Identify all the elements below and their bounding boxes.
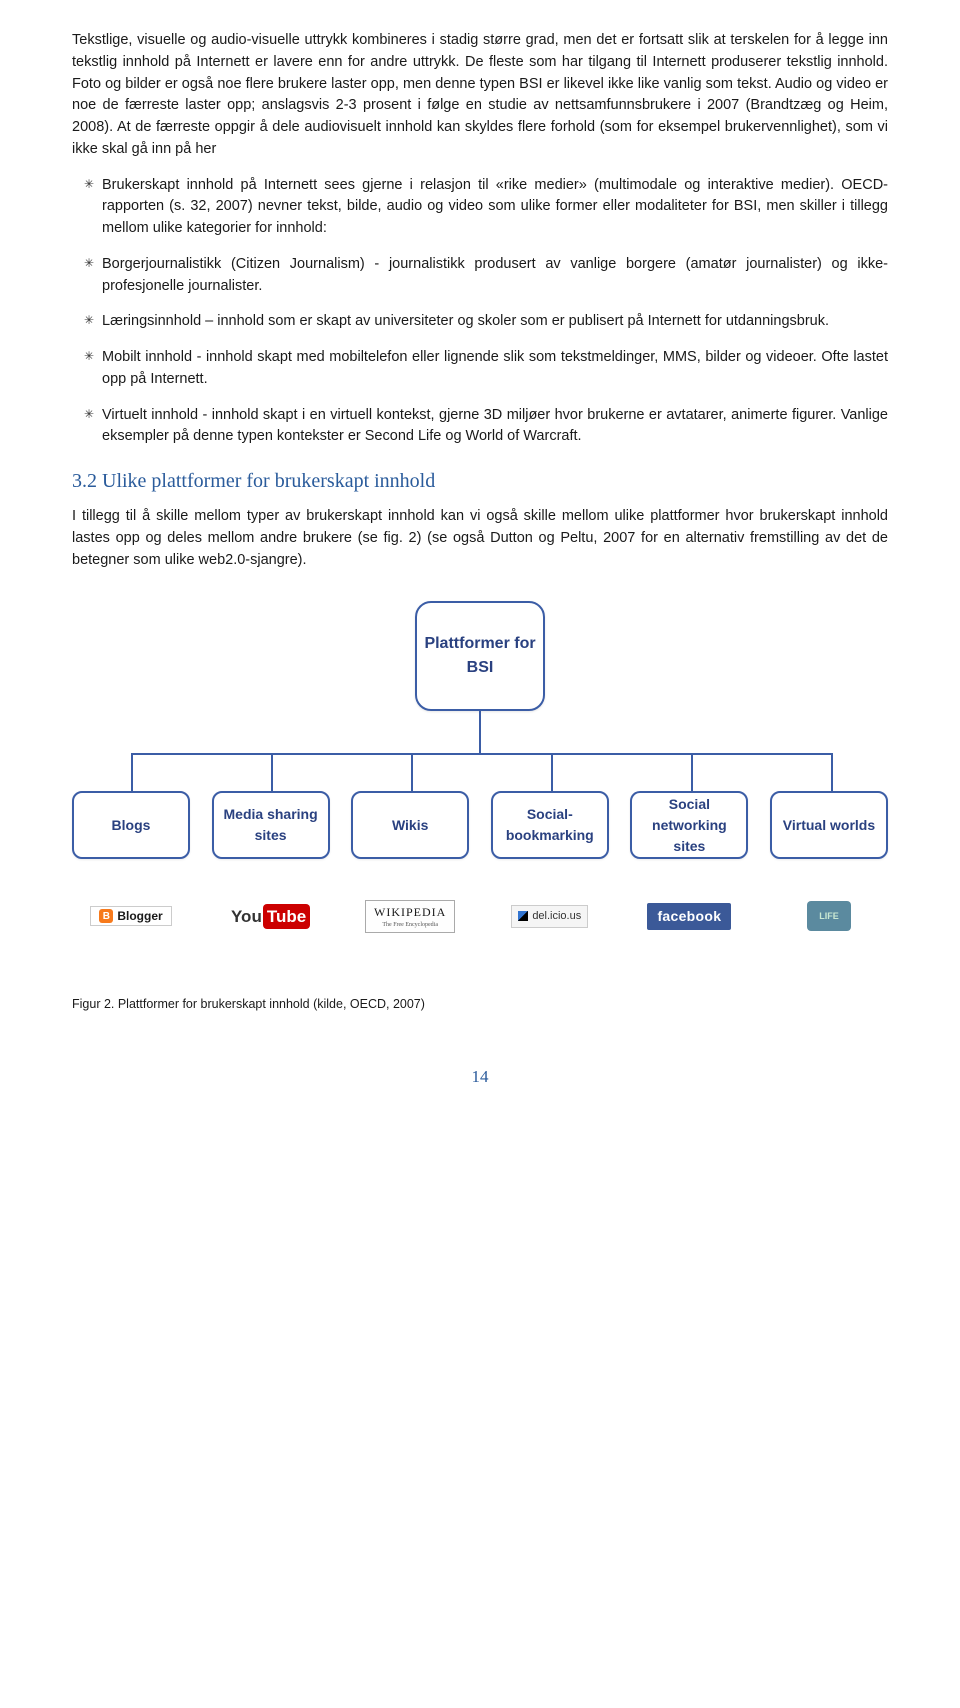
- tree-child-node: Social networking sites: [630, 791, 748, 859]
- logo-wikipedia: WIKIPEDIAThe Free Encyclopedia: [351, 901, 469, 931]
- bullet-item: Mobilt innhold - innhold skapt med mobil…: [84, 347, 888, 391]
- tree-child-node: Media sharing sites: [212, 791, 330, 859]
- page-number: 14: [72, 1064, 888, 1090]
- tree-child-node: Virtual worlds: [770, 791, 888, 859]
- tree-child-node: Blogs: [72, 791, 190, 859]
- section-paragraph: I tillegg til å skille mellom typer av b…: [72, 506, 888, 571]
- logo-delicious: del.icio.us: [491, 901, 609, 931]
- bullet-item: Borgerjournalistikk (Citizen Journalism)…: [84, 254, 888, 298]
- logo-row: BBlogger YouTube WIKIPEDIAThe Free Encyc…: [72, 901, 888, 931]
- connector-line: [271, 753, 273, 791]
- bullet-item: Læringsinnhold – innhold som er skapt av…: [84, 311, 888, 333]
- blogger-icon: B: [99, 909, 113, 923]
- bullet-item: Virtuelt innhold - innhold skapt i en vi…: [84, 405, 888, 449]
- delicious-icon: [518, 911, 528, 921]
- tree-child-node: Social-bookmarking: [491, 791, 609, 859]
- logo-youtube: YouTube: [212, 901, 330, 931]
- tree-child-node: Wikis: [351, 791, 469, 859]
- connector-line: [131, 753, 133, 791]
- bullet-item: Brukerskapt innhold på Internett sees gj…: [84, 175, 888, 240]
- connector-line: [479, 711, 481, 753]
- tree-diagram: Plattformer for BSI Blogs Media sharing …: [72, 601, 888, 971]
- connector-line: [831, 753, 833, 791]
- logo-facebook: facebook: [630, 901, 748, 931]
- connector-line: [411, 753, 413, 791]
- connector-line: [551, 753, 553, 791]
- figure-caption: Figur 2. Plattformer for brukerskapt inn…: [72, 995, 888, 1014]
- connector-line: [691, 753, 693, 791]
- tree-root-node: Plattformer for BSI: [415, 601, 545, 711]
- intro-paragraph: Tekstlige, visuelle og audio-visuelle ut…: [72, 30, 888, 161]
- bullet-list: Brukerskapt innhold på Internett sees gj…: [84, 175, 888, 449]
- logo-secondlife: LIFE: [770, 901, 888, 931]
- tree-children-row: Blogs Media sharing sites Wikis Social-b…: [72, 791, 888, 859]
- connector-line: [131, 753, 833, 755]
- logo-blogger: BBlogger: [72, 901, 190, 931]
- section-heading: 3.2 Ulike plattformer for brukerskapt in…: [72, 466, 888, 496]
- diagram-container: Plattformer for BSI Blogs Media sharing …: [72, 601, 888, 971]
